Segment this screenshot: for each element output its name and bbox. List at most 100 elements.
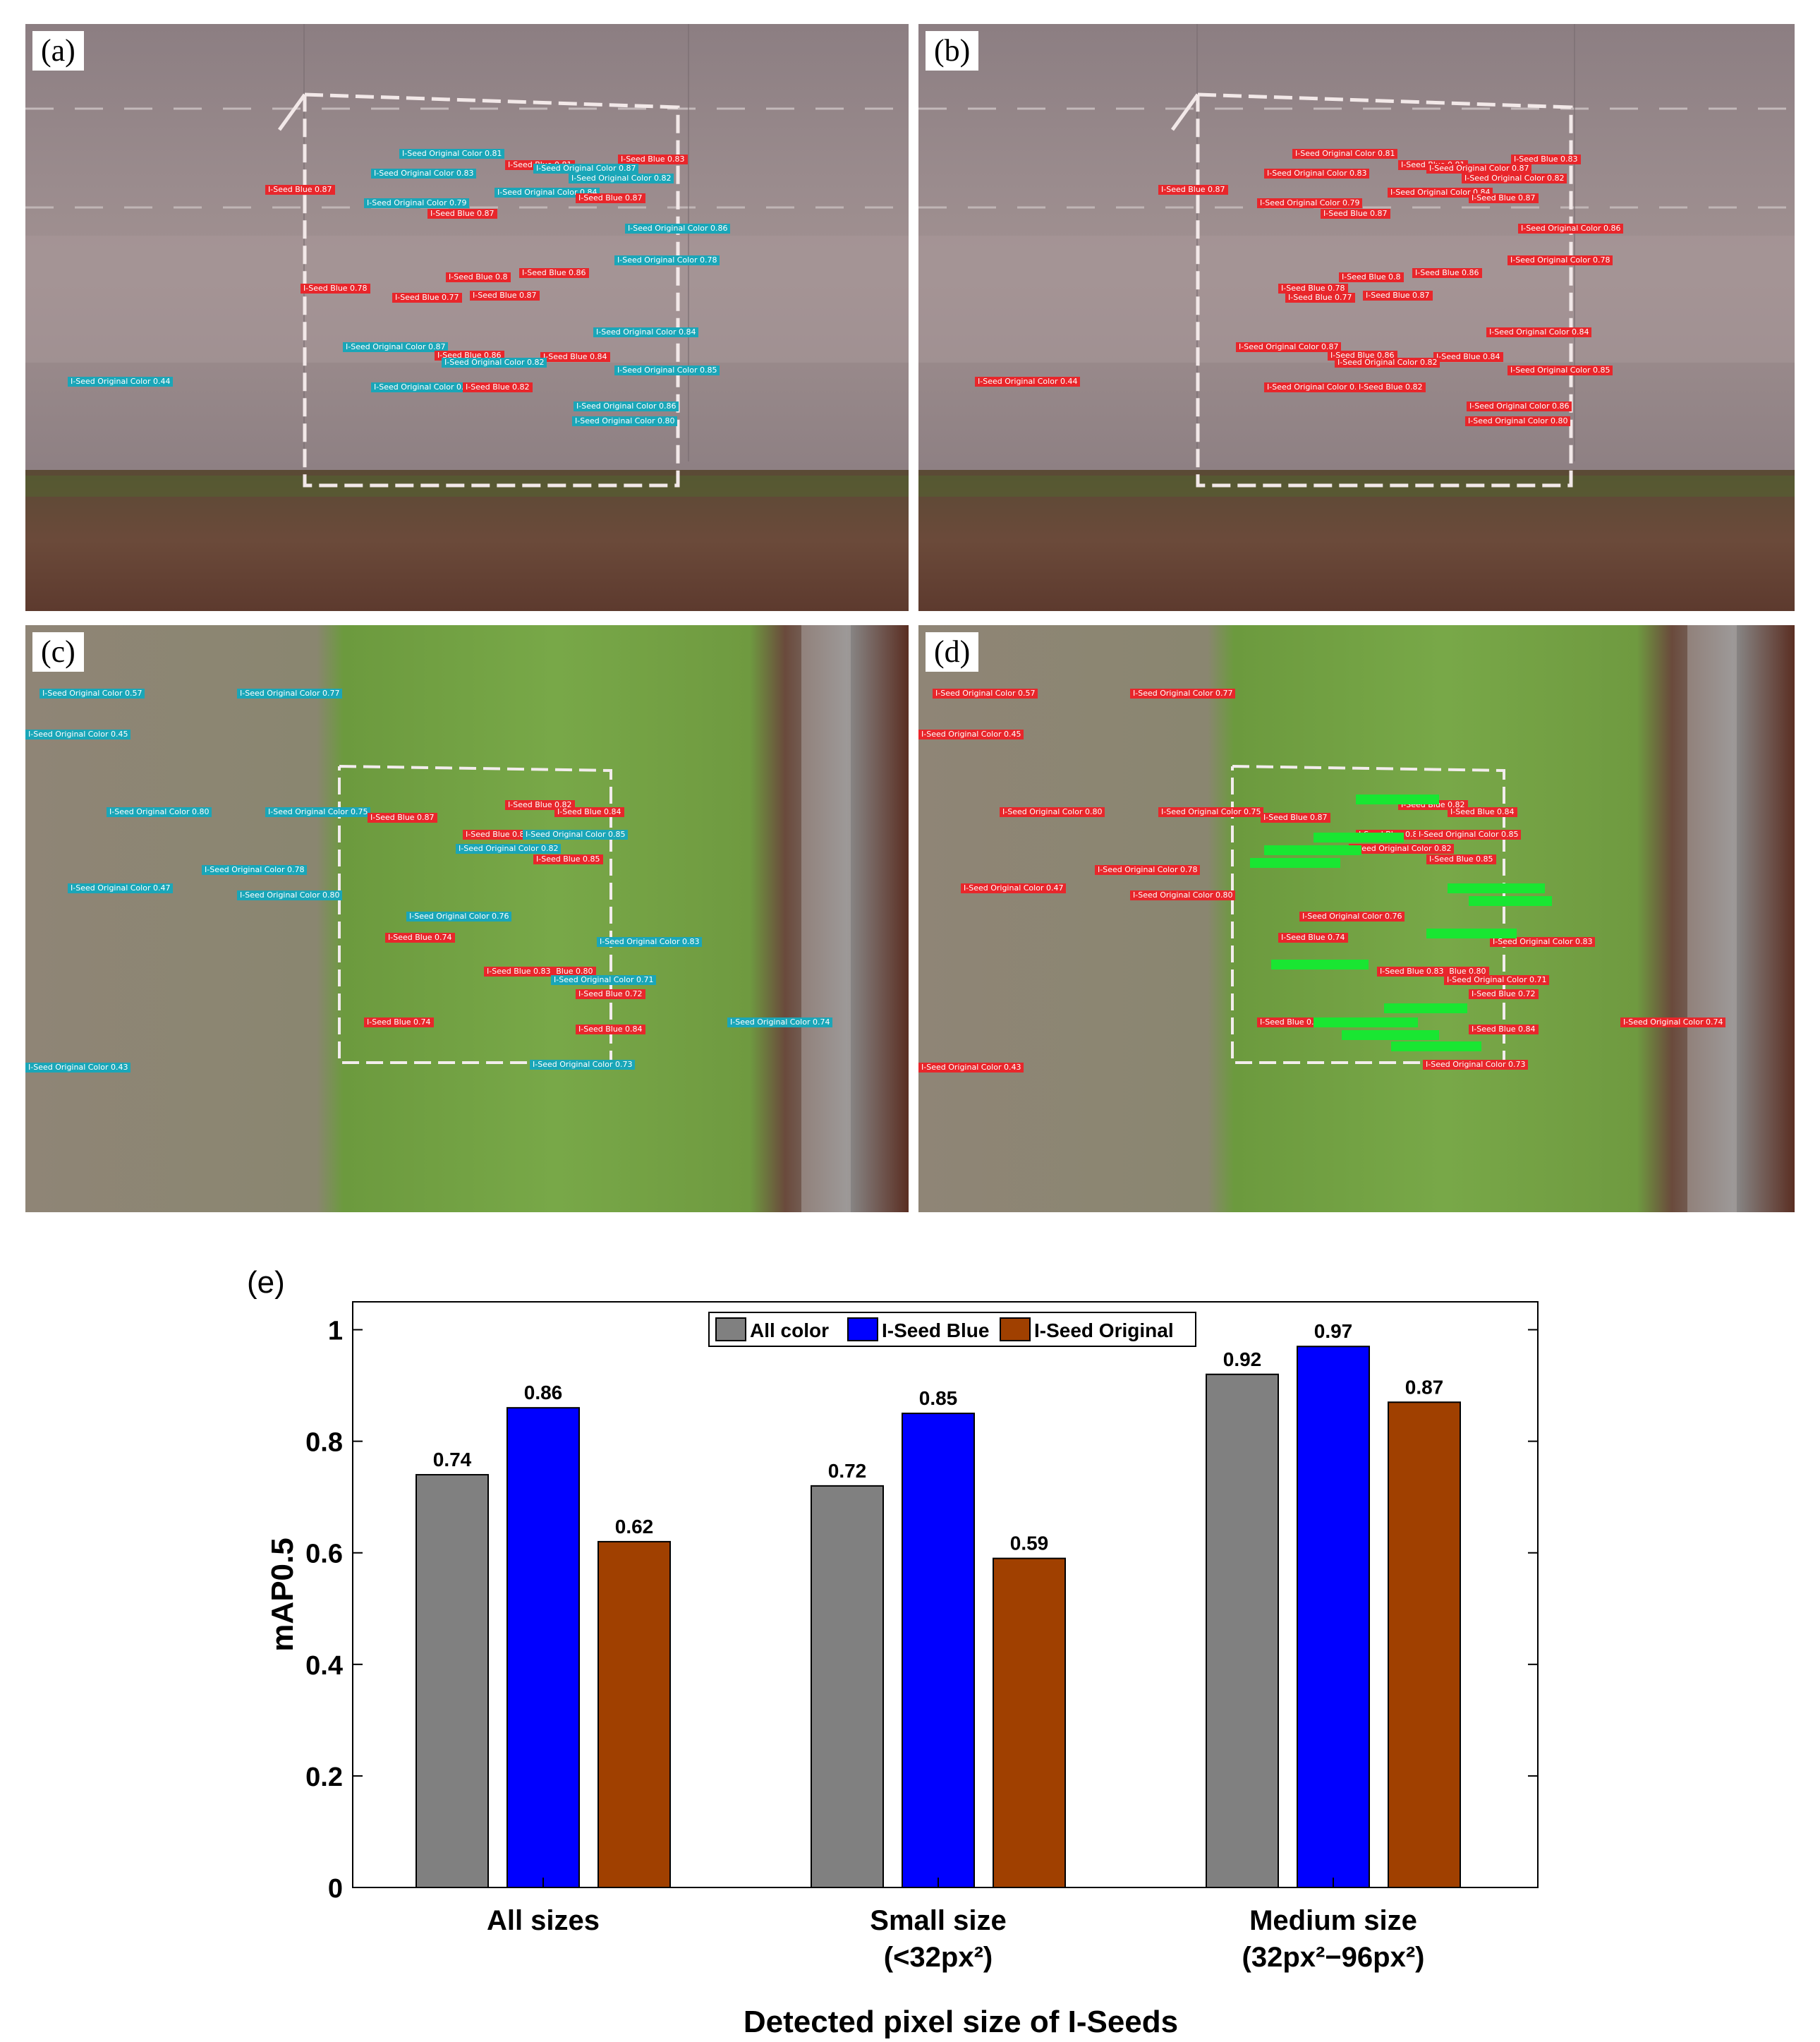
detection-label: I-Seed Blue 0.84 — [1469, 1025, 1539, 1034]
bar-value-label: 0.85 — [919, 1387, 958, 1409]
detection-label: I-Seed Blue 0.74 — [364, 1017, 434, 1027]
panel-c-label: (c) — [32, 632, 84, 672]
detection-label: I-Seed Original Color 0.80 — [572, 416, 678, 426]
bar-i-seed-original — [597, 1540, 671, 1888]
panel-d-label: (d) — [926, 632, 979, 672]
y-axis: 0 0.2 0.4 0.6 0.8 1 — [305, 1317, 1538, 1904]
detection-label: I-Seed Blue 0.83 — [1377, 967, 1447, 977]
detection-label: I-Seed Original Color 0.87 — [533, 164, 639, 174]
detection-label: I-Seed Original Color 0.43 — [25, 1063, 131, 1073]
detection-label: I-Seed Blue 0.72 — [576, 989, 645, 999]
bar-value-label: 0.97 — [1314, 1320, 1353, 1342]
detection-label: I-Seed Original Color 0.76 — [1299, 912, 1405, 922]
green-detection-box — [1391, 1041, 1481, 1051]
detection-label: I-Seed Original Color 0.71 — [551, 975, 657, 985]
detection-label: I-Seed Original Color 0.81 — [1292, 149, 1398, 159]
detection-label: I-Seed Original Color 0.82 — [1462, 174, 1567, 183]
y-tick-label: 1 — [328, 1317, 343, 1346]
legend-box — [708, 1312, 1196, 1347]
detection-label: I-Seed Blue 0.86 — [519, 268, 589, 278]
detection-label: I-Seed Original Color 0.84 — [495, 188, 600, 198]
detection-label: I-Seed Original Color 0.83 — [1490, 937, 1596, 947]
green-detection-box — [1314, 1017, 1418, 1027]
green-detection-box — [1469, 896, 1552, 906]
legend-swatch — [715, 1317, 746, 1341]
legend: All color I-Seed Blue I-Seed Original — [708, 1312, 1196, 1347]
detection-label: I-Seed Original Color 0.86 — [1518, 224, 1624, 234]
detection-label: I-Seed Original Color 0.82 — [1349, 844, 1455, 854]
detection-label: I-Seed Blue 0.82 — [463, 382, 533, 392]
detection-label: I-Seed Original Color 0.80 — [1465, 416, 1571, 426]
detection-label: I-Seed Blue 0.77 — [1285, 293, 1355, 303]
green-detection-box — [1384, 1003, 1467, 1013]
panel-b-photo — [918, 24, 1795, 611]
green-detection-box — [1264, 845, 1361, 855]
y-tick-label: 0.4 — [305, 1651, 343, 1681]
detection-label: I-Seed Blue 0.87 — [470, 291, 540, 301]
detection-label: I-Seed Original Color 0.85 — [1507, 365, 1613, 375]
detection-label: I-Seed Original Color 0.84 — [1388, 188, 1493, 198]
detection-label: I-Seed Original Color 0.80 — [1000, 807, 1105, 817]
detection-label: I-Seed Original Color 0.87 — [1236, 342, 1342, 352]
detection-label: I-Seed Original Color 0.78 — [1095, 865, 1201, 875]
detection-label: I-Seed Blue 0.78 — [1278, 284, 1348, 294]
detection-label: I-Seed Blue 0.83 — [618, 155, 688, 164]
detection-label: I-Seed Blue 0.87 — [1321, 209, 1390, 219]
panel-e-label: (e) — [247, 1265, 285, 1300]
detection-label: I-Seed Original Color 0.87 — [1426, 164, 1532, 174]
detection-label: I-Seed Original Color 0.43 — [918, 1063, 1024, 1073]
panel-b-label: (b) — [926, 31, 979, 71]
detection-label: I-Seed Blue 0.72 — [1469, 989, 1539, 999]
detection-label: I-Seed Blue 0.87 — [368, 813, 437, 823]
panel-b-road-detections: (b) I-Seed Original Color 0.81 I-Seed Blu… — [918, 24, 1795, 611]
panel-c-grass-detections: (c) I-Seed Original Color 0.57 I-Seed Ori… — [25, 625, 909, 1212]
bar-all-color — [811, 1485, 884, 1889]
detection-label: I-Seed Original Color 0.77 — [1130, 689, 1236, 699]
detection-label: I-Seed Original Color 0.87 — [1264, 382, 1370, 392]
detection-label: I-Seed Original Color 0.79 — [1257, 198, 1363, 208]
y-tick-label: 0.8 — [305, 1428, 343, 1458]
detection-label: I-Seed Original Color 0.77 — [237, 689, 343, 699]
detection-label: I-Seed Original Color 0.76 — [406, 912, 512, 922]
green-detection-box — [1342, 1030, 1439, 1040]
bar-i-seed-blue — [1297, 1346, 1370, 1888]
green-detection-box — [1250, 858, 1340, 868]
detection-label: I-Seed Blue 0.87 — [576, 193, 645, 203]
detection-label: I-Seed Original Color 0.74 — [1620, 1017, 1726, 1027]
detection-label: I-Seed Blue 0.78 — [301, 284, 370, 294]
x-axis-label: Detected pixel size of I-Seeds — [744, 2005, 1178, 2039]
detection-label: I-Seed Blue 0.74 — [385, 933, 455, 943]
detection-label: I-Seed Original Color 0.57 — [40, 689, 145, 699]
bar-i-seed-blue — [902, 1413, 975, 1889]
bar-i-seed-blue — [506, 1407, 580, 1888]
detection-label: I-Seed Blue 0.85 — [533, 854, 603, 864]
detection-label: I-Seed Blue 0.87 — [427, 209, 497, 219]
bar-value-label: 0.92 — [1223, 1348, 1262, 1370]
detection-label: I-Seed Original Color 0.82 — [442, 358, 547, 368]
detection-label: I-Seed Blue 0.8 — [1339, 272, 1404, 282]
detection-label: I-Seed Original Color 0.87 — [343, 342, 449, 352]
map-bar-chart: (e) 00.20.40.60.81 0.740.860.620.720.850… — [247, 1265, 1539, 2039]
detection-label: I-Seed Blue 0.74 — [1257, 1017, 1327, 1027]
green-detection-box — [1448, 883, 1545, 893]
y-tick-label: 0.6 — [305, 1540, 343, 1569]
detection-label: I-Seed Original Color 0.87 — [371, 382, 477, 392]
detection-label: I-Seed Blue 0.8 — [446, 272, 511, 282]
detection-label: I-Seed Blue 0.84 — [1448, 807, 1517, 817]
detection-label: I-Seed Original Color 0.86 — [1467, 401, 1572, 411]
detection-label: I-Seed Original Color 0.75 — [265, 807, 371, 817]
detection-label: I-Seed Blue 0.87 — [1261, 813, 1330, 823]
bar-value-label: 0.59 — [1010, 1533, 1049, 1554]
green-detection-box — [1314, 833, 1404, 842]
green-detection-box — [1356, 795, 1439, 804]
detection-label: I-Seed Original Color 0.78 — [202, 865, 308, 875]
detection-label: I-Seed Original Color 0.47 — [68, 883, 174, 893]
detection-label: I-Seed Blue 0.87 — [1469, 193, 1539, 203]
bar-all-color — [415, 1474, 489, 1888]
y-axis-label: mAP0.5 — [265, 1537, 300, 1651]
detection-label: I-Seed Blue 0.83 — [484, 967, 554, 977]
detection-label: I-Seed Original Color 0.83 — [371, 169, 477, 179]
bar-value-label: 0.72 — [828, 1460, 867, 1482]
x-axis: All sizes Small size (<32px²) Medium size (3… — [487, 1878, 1424, 1973]
x-tick-label: Small size — [870, 1905, 1006, 1936]
